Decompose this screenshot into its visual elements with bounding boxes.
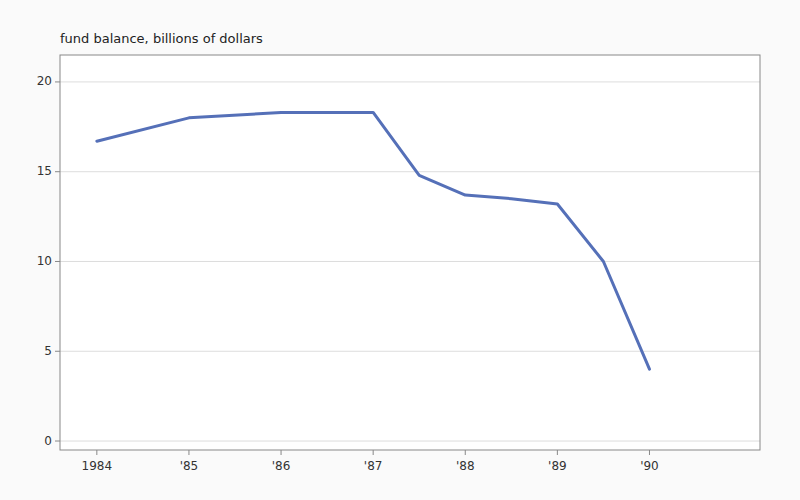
x-tick-label: '87	[364, 459, 383, 473]
grid-line	[60, 441, 760, 442]
x-tick	[465, 450, 466, 455]
y-tick	[55, 441, 60, 442]
grid-line	[60, 261, 760, 262]
y-tick-label: 5	[44, 344, 52, 358]
x-tick-label: '88	[456, 459, 475, 473]
x-tick-label: '86	[272, 459, 291, 473]
x-tick-label: '89	[548, 459, 567, 473]
y-tick-label: 10	[37, 254, 52, 268]
x-tick	[649, 450, 650, 455]
x-tick	[281, 450, 282, 455]
series-group	[97, 112, 650, 369]
y-tick	[55, 171, 60, 172]
grid-line	[60, 81, 760, 82]
x-tick-label: 1984	[82, 459, 113, 473]
y-axis-label: fund balance, billions of dollars	[60, 31, 263, 46]
grid-line	[60, 171, 760, 172]
x-tick	[373, 450, 374, 455]
chart-container: 0 5 10 15 20 1984 '85 '86 '87 '88 '89 '90 fund balan…	[0, 0, 800, 500]
y-tick	[55, 351, 60, 352]
x-tick-label: '90	[640, 459, 659, 473]
y-tick	[55, 81, 60, 82]
grid-line	[60, 351, 760, 352]
x-tick	[96, 450, 97, 455]
x-tick	[557, 450, 558, 455]
x-tick-label: '85	[180, 459, 199, 473]
x-tick	[188, 450, 189, 455]
y-tick-label: 0	[44, 434, 52, 448]
plot-frame	[60, 55, 760, 450]
y-tick-label: 15	[37, 164, 52, 178]
y-tick-label: 20	[37, 74, 52, 88]
data-line	[97, 112, 650, 369]
y-tick	[55, 261, 60, 262]
plot-background	[60, 55, 760, 450]
chart: 0 5 10 15 20 1984 '85 '86 '87 '88 '89 '90 fund balan…	[0, 0, 800, 500]
